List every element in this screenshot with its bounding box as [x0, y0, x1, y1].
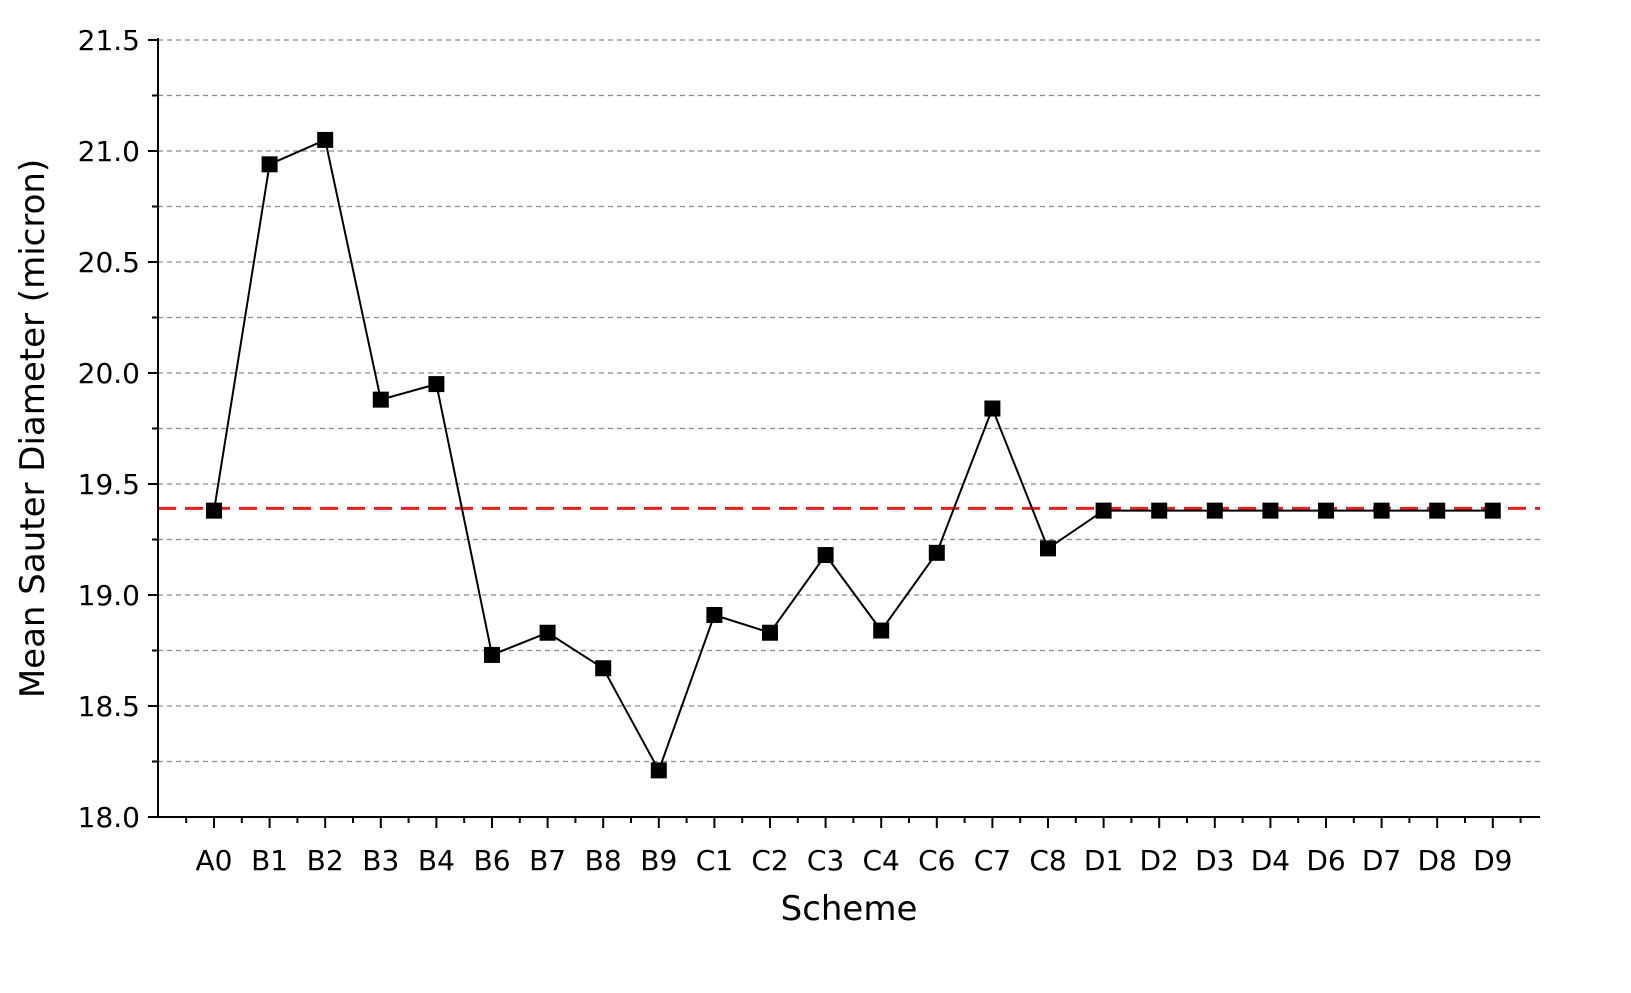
data-point-marker — [1429, 502, 1446, 519]
data-point-marker — [650, 762, 667, 779]
y-tick-label: 18.0 — [78, 801, 140, 834]
x-tick-label: B3 — [362, 844, 399, 877]
x-tick-label: B9 — [640, 844, 677, 877]
data-point-marker — [706, 606, 723, 623]
x-tick-label: B7 — [529, 844, 566, 877]
data-point-marker — [1151, 502, 1168, 519]
x-tick-label: C7 — [974, 844, 1011, 877]
data-point-marker — [817, 547, 834, 564]
x-tick-label: C4 — [863, 844, 900, 877]
x-tick-label: D3 — [1195, 844, 1234, 877]
x-tick-label: C3 — [807, 844, 844, 877]
x-tick-label: D7 — [1362, 844, 1401, 877]
data-point-marker — [1262, 502, 1279, 519]
data-point-marker — [428, 376, 445, 393]
data-point-marker — [1484, 502, 1501, 519]
x-tick-label: D9 — [1473, 844, 1512, 877]
x-tick-label: D8 — [1418, 844, 1457, 877]
x-tick-label: B1 — [251, 844, 288, 877]
x-tick-label: B4 — [418, 844, 455, 877]
data-point-marker — [1206, 502, 1223, 519]
x-tick-label: B6 — [473, 844, 510, 877]
x-tick-label: A0 — [196, 844, 233, 877]
data-point-marker — [1095, 502, 1112, 519]
x-tick-label: B2 — [307, 844, 344, 877]
data-point-marker — [317, 131, 334, 148]
data-point-marker — [1040, 540, 1056, 557]
data-point-marker — [1373, 502, 1390, 519]
data-point-marker — [539, 624, 556, 641]
data-point-marker — [1318, 502, 1334, 519]
y-axis-title: Mean Sauter Diameter (micron) — [13, 159, 53, 698]
x-tick-label: C8 — [1029, 844, 1066, 877]
y-tick-label: 19.0 — [78, 579, 140, 612]
data-point-marker — [873, 622, 890, 639]
y-tick-label: 21.5 — [78, 24, 140, 57]
data-point-marker — [372, 391, 389, 408]
data-point-marker — [206, 502, 222, 519]
grid-lines — [158, 39, 1540, 763]
data-point-marker — [762, 624, 778, 641]
series-layer — [206, 131, 1501, 779]
x-tick-label: C6 — [918, 844, 955, 877]
x-axis-title: Scheme — [781, 889, 918, 929]
y-tick-label: 19.5 — [78, 468, 140, 501]
y-tick-label: 21.0 — [78, 135, 140, 168]
x-tick-label: D1 — [1084, 844, 1123, 877]
y-tick-label: 20.0 — [78, 357, 140, 390]
data-point-marker — [484, 646, 500, 663]
data-point-marker — [261, 156, 278, 173]
data-point-marker — [928, 544, 945, 561]
x-tick-label: B8 — [585, 844, 622, 877]
x-tick-label: C2 — [751, 844, 788, 877]
data-point-marker — [984, 400, 1001, 417]
data-point-marker — [595, 660, 612, 677]
x-tick-label: D6 — [1306, 844, 1345, 877]
x-tick-label: C1 — [696, 844, 733, 877]
y-tick-label: 20.5 — [78, 246, 140, 279]
y-tick-label: 18.5 — [78, 690, 140, 723]
series-line — [213, 138, 1493, 773]
axes: 18.0 18.5 19.0 19.5 20.0 20.5 21.0 21.5 A0 B1 B2 B3… — [78, 24, 1540, 877]
x-tick-label: D4 — [1251, 844, 1290, 877]
x-tick-label: D2 — [1140, 844, 1179, 877]
